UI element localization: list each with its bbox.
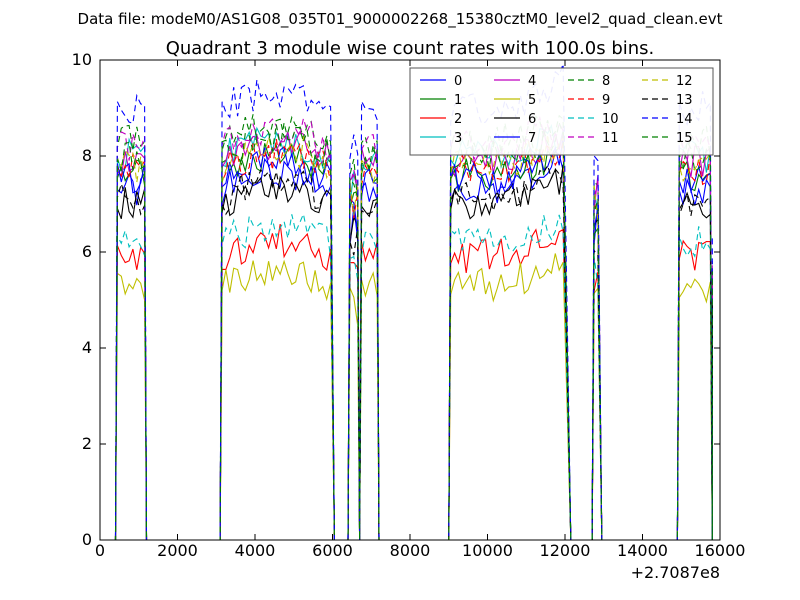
x-tick-label: 2000 bbox=[157, 541, 198, 560]
series-line-4 bbox=[114, 129, 713, 541]
legend-label: 12 bbox=[676, 74, 693, 89]
x-tick-label: 16000 bbox=[695, 541, 746, 560]
x-tick-label: 4000 bbox=[235, 541, 276, 560]
legend-label: 10 bbox=[602, 112, 619, 127]
x-tick-label: 6000 bbox=[312, 541, 353, 560]
legend-label: 15 bbox=[676, 131, 693, 146]
series-line-10 bbox=[114, 212, 713, 541]
chart-suptitle: Data file: modeM0/AS1G08_035T01_90000022… bbox=[78, 10, 723, 29]
legend-label: 13 bbox=[676, 93, 693, 108]
legend-label: 2 bbox=[454, 112, 462, 127]
legend-label: 11 bbox=[602, 131, 619, 146]
y-tick-label: 10 bbox=[72, 50, 92, 69]
series-line-5 bbox=[114, 253, 713, 541]
series-line-6 bbox=[114, 164, 713, 541]
y-tick-label: 6 bbox=[82, 242, 92, 261]
legend-label: 14 bbox=[676, 112, 693, 127]
y-tick-label: 4 bbox=[82, 338, 92, 357]
y-tick-label: 2 bbox=[82, 434, 92, 453]
chart-title: Quadrant 3 module wise count rates with … bbox=[166, 38, 655, 59]
series-line-13 bbox=[114, 163, 713, 541]
series-line-14 bbox=[114, 63, 713, 541]
legend-label: 8 bbox=[602, 74, 610, 89]
legend-box bbox=[409, 67, 714, 156]
series-line-0 bbox=[114, 151, 713, 541]
x-tick-label: 0 bbox=[95, 541, 105, 560]
series-line-9 bbox=[114, 138, 713, 541]
series-line-1 bbox=[114, 133, 713, 541]
series-line-8 bbox=[114, 114, 713, 541]
legend-label: 4 bbox=[528, 74, 536, 89]
legend-label: 1 bbox=[454, 93, 462, 108]
x-tick-label: 12000 bbox=[540, 541, 591, 560]
x-tick-label: 14000 bbox=[617, 541, 668, 560]
y-tick-label: 8 bbox=[82, 146, 92, 165]
x-tick-label: 10000 bbox=[462, 541, 513, 560]
axis-ticks: 0 2000 4000 6000 8000 10000 12000 14000 16000 0 2 4… bbox=[72, 50, 746, 560]
plot-lines bbox=[114, 63, 713, 541]
series-line-2 bbox=[114, 224, 713, 541]
legend-label: 5 bbox=[528, 93, 536, 108]
legend-label: 3 bbox=[454, 131, 462, 146]
y-tick-label: 0 bbox=[82, 530, 92, 549]
series-line-11 bbox=[114, 115, 713, 541]
series-line-15 bbox=[114, 120, 713, 541]
series-line-12 bbox=[114, 134, 713, 541]
x-offset-label: +2.7087e8 bbox=[631, 563, 720, 582]
series-line-7 bbox=[114, 136, 713, 541]
x-tick-label: 8000 bbox=[390, 541, 431, 560]
series-line-3 bbox=[114, 123, 713, 541]
legend-label: 7 bbox=[528, 131, 536, 146]
legend-label: 6 bbox=[528, 112, 536, 127]
legend-label: 9 bbox=[602, 93, 610, 108]
legend-label: 0 bbox=[454, 74, 462, 89]
